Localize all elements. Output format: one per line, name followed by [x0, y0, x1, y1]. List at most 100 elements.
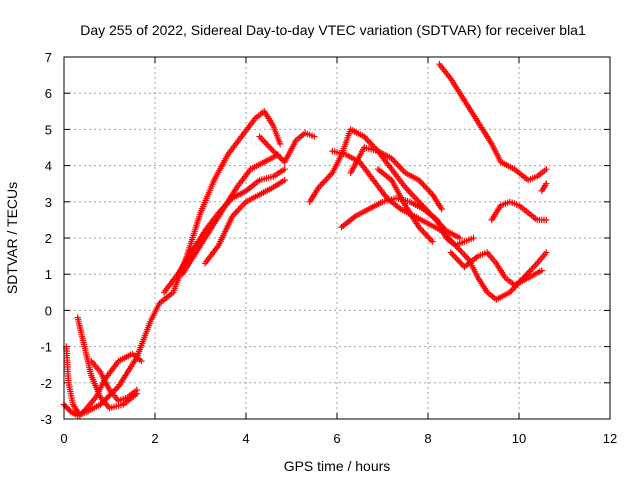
data-point [261, 138, 268, 145]
data-point [447, 249, 454, 256]
data-point [420, 181, 427, 189]
data-point [367, 139, 374, 147]
data-point [462, 253, 470, 260]
data-point [470, 234, 477, 242]
data-point [318, 180, 325, 188]
data-point [409, 192, 416, 199]
data-point [392, 160, 400, 167]
data-point [538, 267, 545, 274]
data-point [427, 236, 435, 244]
data-point [509, 285, 517, 293]
y-tick-label: 4 [45, 159, 52, 174]
data-point [138, 357, 145, 365]
data-point [452, 254, 459, 261]
data-point [418, 180, 426, 187]
data-point [97, 401, 104, 408]
data-point [394, 161, 401, 168]
series-track-l [347, 144, 445, 213]
series-track-m [374, 166, 436, 245]
data-point [311, 133, 318, 140]
data-point [232, 209, 239, 217]
data-point [391, 158, 398, 165]
y-axis-label: SDTVAR / TECUs [4, 182, 20, 294]
y-tick-label: -2 [40, 376, 52, 391]
data-point [365, 138, 372, 145]
series-track-c [179, 151, 282, 278]
y-tick-label: 6 [45, 86, 52, 101]
data-point [453, 255, 460, 263]
data-point [236, 205, 244, 212]
data-point [450, 252, 457, 259]
data-point [411, 193, 418, 201]
data-point [543, 216, 550, 224]
data-point [238, 203, 245, 210]
data-point [368, 141, 376, 148]
data-point [438, 205, 445, 213]
y-tick-label: 7 [45, 50, 52, 65]
data-point [461, 251, 468, 259]
data-point [423, 184, 430, 192]
data-point [405, 187, 412, 194]
data-point [421, 230, 429, 237]
data-point [112, 386, 119, 393]
data-point [320, 179, 327, 186]
data-point [265, 143, 272, 150]
x-tick-label: 0 [60, 431, 67, 446]
series-track-a [60, 108, 284, 419]
data-point [397, 164, 404, 172]
y-tick-label: 5 [45, 122, 52, 137]
data-point [449, 250, 456, 258]
data-point [281, 166, 288, 173]
data-point [529, 265, 536, 272]
data-point [104, 393, 112, 401]
data-point [456, 234, 463, 242]
data-point [543, 180, 550, 187]
series-track-o [488, 198, 550, 224]
data-point [403, 185, 410, 193]
series-track-d [201, 176, 288, 267]
chart-title: Day 255 of 2022, Sidereal Day-to-day VTE… [80, 22, 586, 38]
data-point [455, 257, 462, 264]
data-point [424, 233, 432, 240]
data-points [60, 61, 550, 419]
data-point [239, 201, 247, 209]
data-point [264, 141, 271, 148]
data-point [543, 166, 550, 173]
x-tick-label: 10 [512, 431, 526, 446]
series-track-g [88, 357, 140, 405]
data-point [276, 140, 284, 148]
data-point [456, 258, 464, 266]
data-point [423, 232, 430, 239]
data-point [459, 250, 467, 257]
data-point [76, 412, 84, 419]
data-point [543, 249, 550, 256]
data-point [324, 174, 332, 181]
x-tick-label: 6 [333, 431, 340, 446]
data-point [323, 176, 330, 183]
data-point [396, 163, 403, 170]
data-point [321, 177, 329, 185]
data-point [281, 176, 288, 184]
x-axis-label: GPS time / hours [284, 458, 391, 474]
data-point [268, 146, 275, 153]
data-point [256, 133, 263, 140]
x-tick-label: 12 [603, 431, 617, 446]
series-track-h [256, 129, 318, 166]
data-point [278, 155, 285, 163]
series-track-n [436, 61, 550, 184]
data-point [113, 384, 121, 392]
x-tick-label: 4 [242, 431, 249, 446]
data-point [80, 407, 88, 415]
data-point [424, 186, 432, 193]
series-track-k [338, 195, 477, 249]
y-tick-label: 0 [45, 303, 52, 318]
data-point [133, 386, 140, 394]
data-point [262, 139, 269, 147]
y-tick-label: -1 [40, 340, 52, 355]
data-point [63, 404, 70, 411]
data-point [399, 166, 406, 173]
data-point [421, 183, 429, 190]
data-point [456, 246, 464, 254]
